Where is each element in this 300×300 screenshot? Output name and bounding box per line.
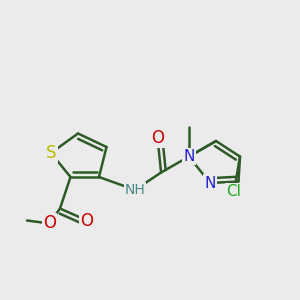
Text: S: S bbox=[46, 144, 56, 162]
Text: O: O bbox=[151, 129, 164, 147]
Text: Cl: Cl bbox=[226, 184, 242, 200]
Text: O: O bbox=[80, 212, 94, 230]
Text: O: O bbox=[43, 214, 56, 232]
Text: N: N bbox=[183, 149, 195, 164]
Text: NH: NH bbox=[124, 183, 146, 197]
Text: N: N bbox=[204, 176, 216, 190]
